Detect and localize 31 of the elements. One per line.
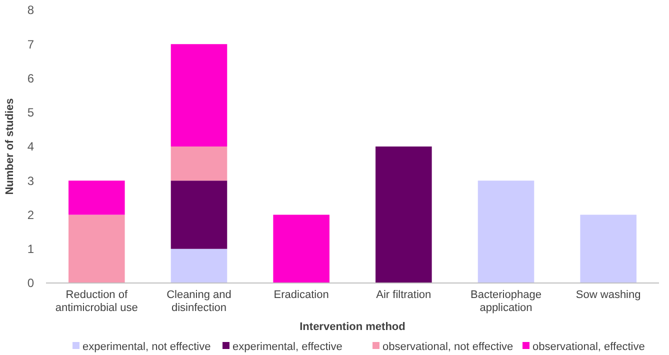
- x-tick-label: Air filtration: [376, 289, 432, 301]
- bar: [580, 214, 636, 283]
- legend-label: experimental, effective: [232, 341, 342, 353]
- y-tick-label: 6: [27, 71, 34, 86]
- legend-label: observational, not effective: [382, 341, 514, 353]
- y-tick-label: 5: [27, 106, 34, 120]
- bar: [478, 180, 534, 283]
- bar: [376, 146, 432, 283]
- bar: [170, 44, 228, 146]
- legend-label: observational, effective: [532, 341, 645, 353]
- y-tick-label: 8: [27, 3, 34, 18]
- bar: [68, 214, 125, 283]
- bar: [170, 146, 228, 181]
- y-tick-label: 4: [27, 140, 34, 154]
- y-tick-label: 0: [27, 276, 34, 290]
- bar: [170, 248, 228, 283]
- bar: [170, 180, 228, 249]
- bar: [68, 180, 125, 215]
- y-axis-title: Number of studies: [4, 98, 16, 195]
- legend-label: experimental, not effective: [82, 341, 211, 353]
- x-tick-label: Reduction of antimicrobial use: [55, 289, 138, 314]
- x-axis-title: Intervention method: [300, 321, 406, 333]
- x-tick-label: Bacteriophage application: [470, 289, 542, 314]
- bar: [273, 214, 330, 283]
- x-tick-label: Eradication: [274, 289, 329, 301]
- y-tick-label: 2: [27, 208, 34, 222]
- y-tick-label: 1: [27, 242, 34, 256]
- y-tick-label: 3: [27, 174, 34, 188]
- x-tick-label: Cleaning and disinfection: [166, 289, 232, 314]
- y-tick-label: 7: [27, 37, 34, 52]
- x-tick-label: Sow washing: [576, 289, 641, 301]
